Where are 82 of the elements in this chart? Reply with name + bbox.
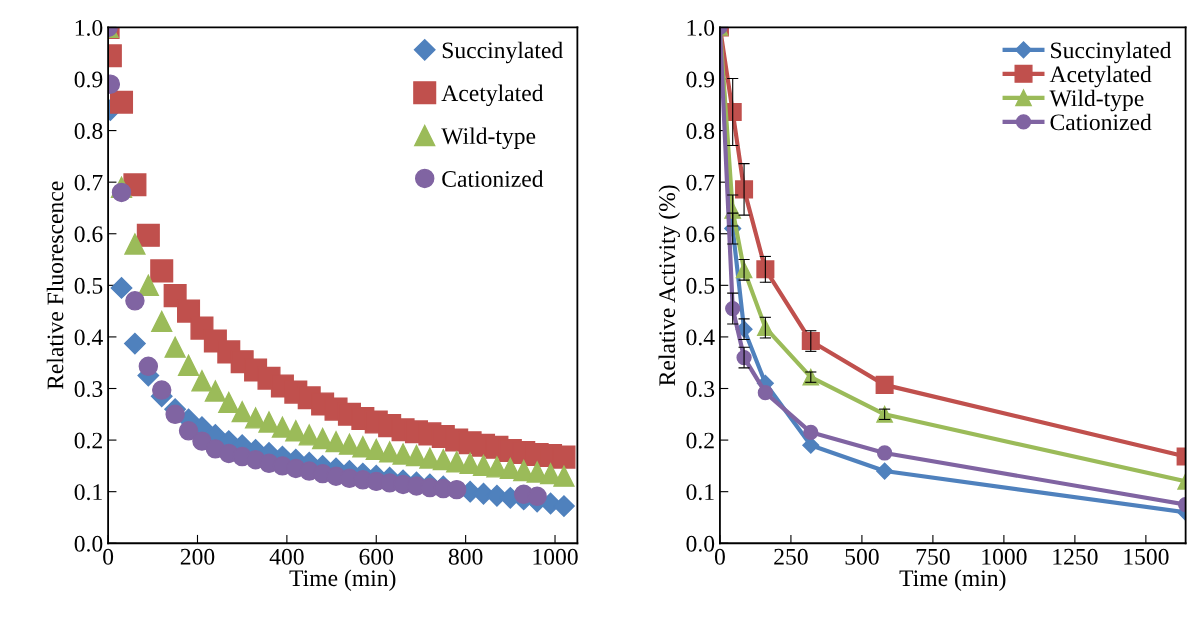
y-tick-label: 0.0 — [686, 535, 715, 552]
y-tick-label: 0.1 — [74, 484, 102, 501]
y-axis-title: Relative Fluorescence — [46, 181, 64, 390]
point — [151, 310, 173, 333]
legend-label: Succinylated — [1051, 41, 1172, 64]
x-tick-label: 200 — [180, 548, 215, 565]
point — [110, 277, 133, 299]
point — [446, 479, 467, 500]
point — [124, 332, 146, 355]
y-tick-label: 0.4 — [74, 329, 103, 346]
y-tick-label: 0.0 — [74, 535, 103, 552]
x-tick-label: 0 — [103, 548, 114, 565]
y-tick-label: 1.0 — [75, 19, 103, 36]
point — [298, 424, 320, 446]
legend-label: Wild-type — [441, 127, 536, 149]
x-tick-label: 250 — [774, 548, 808, 565]
y-tick-label: 0.5 — [686, 277, 715, 294]
y-tick-label: 1.0 — [687, 19, 715, 36]
point — [876, 462, 894, 480]
legend-label: Succinylated — [442, 41, 563, 64]
y-tick-label: 0.5 — [74, 277, 103, 294]
point — [553, 465, 575, 487]
y-tick-label: 0.7 — [74, 174, 103, 191]
point — [191, 370, 213, 392]
y-tick-label: 0.6 — [74, 226, 103, 243]
point — [125, 291, 145, 311]
x-tick-label: 1000 — [982, 548, 1027, 565]
point — [527, 486, 547, 507]
y-tick-label: 0.3 — [686, 380, 715, 398]
point — [218, 391, 240, 414]
x-tick-label: 500 — [845, 548, 879, 565]
y-tick-label: 0.4 — [686, 329, 715, 346]
y-tick-label: 0.6 — [686, 226, 715, 243]
x-tick-label: 0 — [714, 548, 725, 565]
y-tick-label: 0.2 — [686, 432, 714, 449]
legend-label: Acetylated — [441, 84, 544, 107]
y-tick-label: 0.1 — [686, 484, 714, 501]
y-tick-label: 0.8 — [74, 123, 103, 140]
legend-label: Wild-type — [1049, 89, 1144, 112]
point — [258, 411, 280, 433]
x-tick-label: 400 — [269, 548, 304, 565]
x-tick-label: 750 — [916, 548, 950, 565]
point — [231, 401, 253, 423]
point — [137, 274, 159, 296]
point — [150, 259, 174, 283]
legend-label: Acetylated — [1049, 65, 1152, 88]
point — [756, 260, 775, 279]
point — [111, 182, 132, 203]
y-tick-label: 0.2 — [74, 432, 102, 449]
y-tick-label: 0.3 — [74, 380, 103, 398]
point — [164, 336, 186, 358]
x-axis-title: Time (min) — [899, 569, 1006, 591]
point — [109, 90, 134, 114]
y-tick-label: 0.9 — [74, 71, 103, 88]
y-tick-label: 0.8 — [686, 123, 715, 140]
point — [124, 233, 146, 255]
point — [365, 438, 387, 460]
point — [177, 354, 200, 376]
x-tick-label: 1250 — [1053, 548, 1098, 565]
point — [875, 375, 894, 394]
point — [757, 384, 774, 401]
point — [553, 495, 575, 518]
point — [552, 445, 576, 469]
x-tick-label: 600 — [359, 548, 394, 565]
point — [152, 380, 172, 400]
point — [178, 421, 199, 441]
x-axis-title: Time (min) — [289, 569, 396, 591]
x-tick-label: 1500 — [1124, 548, 1169, 565]
legend-label: Cationized — [442, 170, 544, 187]
point — [876, 445, 893, 461]
x-tick-label: 1000 — [533, 548, 578, 565]
point — [138, 356, 159, 377]
point — [136, 223, 160, 247]
point — [803, 424, 819, 440]
y-tick-label: 0.9 — [686, 71, 715, 88]
x-tick-label: 800 — [448, 548, 483, 565]
y-tick-label: 0.7 — [686, 174, 715, 191]
legend-label: Cationized — [1050, 113, 1152, 131]
point — [725, 300, 741, 317]
y-axis-title: Relative Activity (%) — [658, 185, 680, 386]
point — [204, 380, 226, 402]
point — [165, 404, 185, 425]
